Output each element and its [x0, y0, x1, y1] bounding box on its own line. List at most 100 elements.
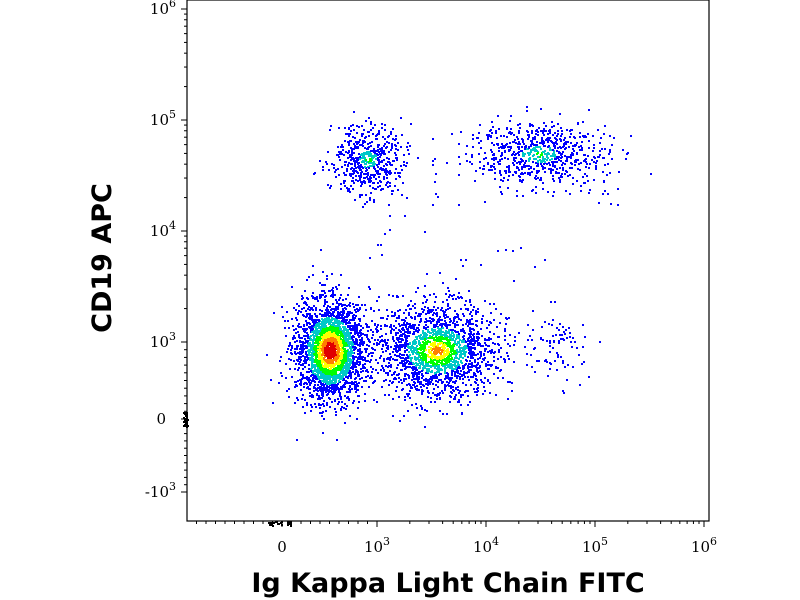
event-dot	[441, 369, 443, 371]
event-dot	[390, 366, 392, 368]
event-dot	[484, 342, 486, 344]
event-dot	[371, 377, 373, 379]
event-dot	[342, 319, 344, 321]
event-dot	[386, 177, 388, 179]
event-dot	[470, 347, 472, 349]
event-dot	[358, 353, 360, 355]
event-dot	[334, 319, 336, 321]
event-dot	[326, 320, 328, 322]
event-dot	[304, 362, 306, 364]
event-dot	[388, 151, 390, 153]
event-dot	[399, 172, 401, 174]
event-dot	[453, 390, 455, 392]
event-dot	[402, 182, 404, 184]
event-dot	[398, 346, 400, 348]
event-dot	[434, 357, 436, 359]
event-dot	[497, 358, 499, 360]
event-dot	[450, 347, 452, 349]
event-dot	[433, 362, 435, 364]
event-dot	[487, 351, 489, 353]
event-dot	[364, 182, 366, 184]
event-dot	[340, 377, 342, 379]
event-dot	[300, 326, 302, 328]
event-dot	[417, 358, 419, 360]
event-dot	[291, 318, 293, 320]
event-dot	[377, 154, 379, 156]
event-dot	[325, 334, 327, 336]
event-dot	[350, 312, 352, 314]
event-dot	[315, 321, 317, 323]
event-dot	[472, 352, 474, 354]
event-dot	[419, 414, 421, 416]
event-dot	[418, 324, 420, 326]
event-dot	[401, 362, 403, 364]
event-dot	[348, 345, 350, 347]
event-dot	[328, 340, 330, 342]
event-dot	[488, 345, 490, 347]
event-dot	[348, 365, 350, 367]
event-dot	[434, 401, 436, 403]
event-dot	[458, 392, 460, 394]
event-dot	[382, 317, 384, 319]
event-dot	[302, 368, 304, 370]
event-dot	[326, 402, 328, 404]
event-dot	[419, 362, 421, 364]
event-dot	[461, 362, 463, 364]
event-dot	[368, 286, 370, 288]
event-dot	[334, 336, 336, 338]
event-dot	[465, 300, 467, 302]
event-dot	[346, 313, 348, 315]
event-dot	[440, 358, 442, 360]
event-dot	[403, 360, 405, 362]
event-dot	[461, 413, 463, 415]
event-dot	[381, 335, 383, 337]
event-dot	[509, 381, 511, 383]
event-dot	[487, 361, 489, 363]
event-dot	[300, 384, 302, 386]
event-dot	[307, 337, 309, 339]
event-dot	[439, 356, 441, 358]
event-dot	[470, 350, 472, 352]
event-dot	[403, 312, 405, 314]
event-dot	[453, 319, 455, 321]
event-dot	[439, 398, 441, 400]
event-dot	[324, 366, 326, 368]
event-dot	[460, 308, 462, 310]
event-dot	[459, 339, 461, 341]
event-dot	[306, 322, 308, 324]
event-dot	[314, 373, 316, 375]
event-dot	[328, 350, 330, 352]
event-dot	[405, 362, 407, 364]
event-dot	[372, 334, 374, 336]
event-dot	[427, 329, 429, 331]
event-dot	[289, 342, 291, 344]
event-dot	[317, 346, 319, 348]
event-dot	[422, 364, 424, 366]
event-dot	[356, 143, 358, 145]
event-dot	[330, 390, 332, 392]
event-dot	[369, 341, 371, 343]
event-dot	[470, 336, 472, 338]
event-dot	[442, 331, 444, 333]
event-dot	[495, 394, 497, 396]
event-dot	[460, 356, 462, 358]
event-dot	[360, 371, 362, 373]
event-dot	[447, 331, 449, 333]
event-dot	[446, 299, 448, 301]
event-dot	[323, 370, 325, 372]
event-dot	[332, 335, 334, 337]
event-dot	[337, 313, 339, 315]
event-dot	[382, 351, 384, 353]
event-dot	[321, 315, 323, 317]
event-dot	[323, 290, 325, 292]
event-dot	[364, 357, 366, 359]
event-dot	[421, 389, 423, 391]
event-dot	[326, 311, 328, 313]
event-dot	[380, 369, 382, 371]
event-dot	[416, 374, 418, 376]
event-dot	[321, 348, 323, 350]
event-dot	[411, 404, 413, 406]
event-dot	[338, 151, 340, 153]
event-dot	[421, 393, 423, 395]
event-dot	[367, 147, 369, 149]
